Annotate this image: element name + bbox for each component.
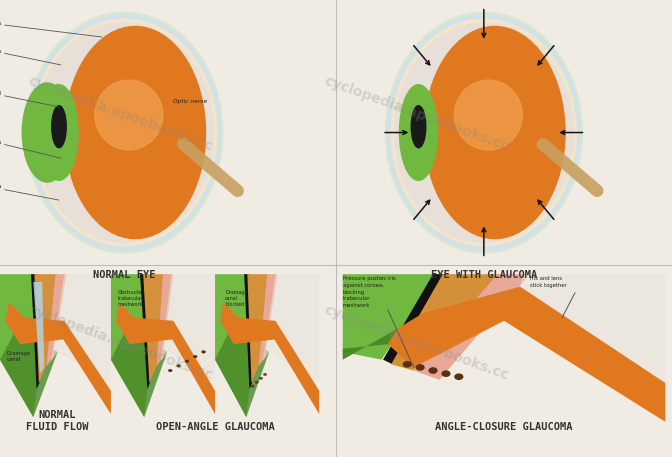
Circle shape	[442, 371, 450, 376]
Polygon shape	[244, 274, 252, 389]
Circle shape	[455, 374, 463, 379]
Text: Drainage
canal
blocked: Drainage canal blocked	[225, 290, 247, 307]
Polygon shape	[414, 274, 530, 380]
Text: NORMAL
FLUID FLOW: NORMAL FLUID FLOW	[26, 410, 89, 432]
Polygon shape	[5, 302, 111, 414]
Ellipse shape	[425, 27, 565, 239]
Polygon shape	[263, 274, 319, 383]
Text: Obstructed
trabecular
meshwork: Obstructed trabecular meshwork	[118, 290, 145, 307]
Text: cyclopedia.apoobooks.cc: cyclopedia.apoobooks.cc	[323, 303, 511, 383]
Polygon shape	[520, 274, 665, 383]
Polygon shape	[247, 274, 269, 383]
Text: cyclopedia.apoobooks.cc: cyclopedia.apoobooks.cc	[27, 74, 215, 154]
Polygon shape	[140, 274, 150, 389]
Ellipse shape	[27, 13, 222, 252]
Circle shape	[194, 355, 197, 358]
Polygon shape	[157, 274, 173, 366]
Ellipse shape	[51, 105, 67, 149]
Polygon shape	[46, 274, 67, 366]
Text: ANGLE-CLOSURE GLAUCOMA: ANGLE-CLOSURE GLAUCOMA	[435, 422, 573, 432]
Circle shape	[259, 377, 263, 379]
Polygon shape	[161, 274, 215, 383]
Polygon shape	[215, 329, 269, 417]
Text: Cornea: Cornea	[0, 185, 59, 200]
Ellipse shape	[399, 85, 437, 181]
Circle shape	[185, 360, 189, 362]
Text: Pressure pushes iris
against cornea,
blocking
trabecular
meshwork: Pressure pushes iris against cornea, blo…	[343, 276, 395, 308]
Polygon shape	[111, 329, 167, 417]
Ellipse shape	[95, 80, 163, 150]
Circle shape	[202, 351, 206, 353]
Circle shape	[255, 381, 258, 383]
Text: Lens: Lens	[0, 21, 101, 37]
Polygon shape	[111, 274, 149, 417]
Ellipse shape	[52, 106, 67, 148]
Circle shape	[251, 385, 254, 387]
Text: Optic nerve: Optic nerve	[173, 99, 207, 104]
Ellipse shape	[65, 27, 206, 239]
Polygon shape	[34, 282, 44, 374]
Polygon shape	[34, 274, 58, 383]
Text: cyclopedia.apoobooks.cc: cyclopedia.apoobooks.cc	[323, 74, 511, 154]
Text: EYE WITH GLAUCOMA: EYE WITH GLAUCOMA	[431, 270, 537, 280]
Ellipse shape	[22, 83, 72, 182]
Polygon shape	[391, 274, 504, 371]
Polygon shape	[215, 274, 251, 417]
Polygon shape	[116, 302, 215, 414]
Polygon shape	[383, 274, 449, 364]
Circle shape	[177, 365, 181, 367]
Polygon shape	[388, 287, 665, 422]
Circle shape	[429, 368, 437, 373]
Ellipse shape	[454, 80, 522, 150]
Text: Iris: Iris	[0, 49, 60, 65]
Polygon shape	[143, 274, 165, 383]
Circle shape	[416, 365, 424, 370]
Text: OPEN-ANGLE GLAUCOMA: OPEN-ANGLE GLAUCOMA	[156, 422, 274, 432]
Text: Drainage
canal: Drainage canal	[7, 351, 31, 362]
Text: cyclopedia.apoobooks.cc: cyclopedia.apoobooks.cc	[27, 303, 215, 383]
Ellipse shape	[40, 85, 78, 181]
Ellipse shape	[386, 13, 581, 252]
Text: Iris and lens
stick together: Iris and lens stick together	[530, 276, 566, 288]
Polygon shape	[0, 329, 58, 417]
Polygon shape	[343, 329, 398, 360]
Circle shape	[403, 361, 411, 367]
Text: Iris: Iris	[0, 140, 60, 158]
Polygon shape	[51, 274, 111, 383]
Text: Pupil: Pupil	[0, 91, 59, 107]
Circle shape	[263, 373, 267, 376]
Polygon shape	[31, 274, 40, 389]
Polygon shape	[259, 274, 278, 366]
Circle shape	[169, 369, 172, 372]
Ellipse shape	[411, 106, 426, 148]
Polygon shape	[220, 302, 319, 414]
Polygon shape	[343, 274, 439, 360]
Polygon shape	[0, 274, 38, 417]
Text: NORMAL EYE: NORMAL EYE	[93, 270, 156, 280]
